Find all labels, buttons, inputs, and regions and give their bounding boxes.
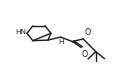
Text: HN: HN (15, 29, 26, 35)
Text: O: O (85, 28, 91, 37)
Text: O: O (82, 50, 88, 59)
Text: H: H (58, 39, 64, 45)
